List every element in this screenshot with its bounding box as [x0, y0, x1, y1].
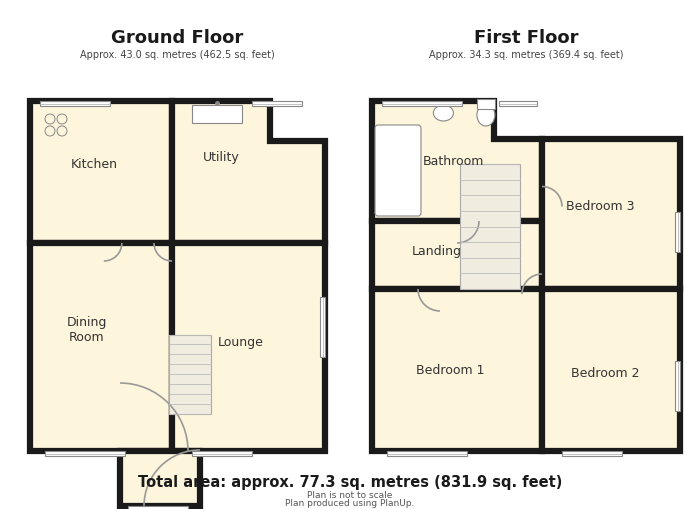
Bar [252, 101, 302, 106]
Ellipse shape [477, 104, 495, 126]
Bar [542, 289, 680, 451]
Polygon shape [172, 101, 325, 243]
Bar [675, 360, 680, 410]
Bar [172, 243, 325, 451]
Text: Bathroom: Bathroom [423, 155, 484, 167]
Bar [169, 334, 211, 413]
Text: Lounge: Lounge [218, 336, 264, 349]
Bar [30, 243, 172, 451]
Text: Ground Floor: Ground Floor [111, 29, 244, 47]
Bar [192, 451, 252, 456]
Bar [192, 105, 242, 123]
Text: Plan produced using PlanUp.: Plan produced using PlanUp. [286, 499, 414, 508]
Bar [382, 101, 462, 106]
Bar [562, 451, 622, 456]
Text: Landing: Landing [412, 245, 461, 258]
Text: Bedroom 1: Bedroom 1 [416, 363, 484, 377]
Bar [499, 101, 537, 106]
Text: Bedroom 2: Bedroom 2 [571, 367, 640, 380]
Polygon shape [372, 101, 542, 221]
Bar [675, 212, 680, 251]
Ellipse shape [433, 105, 454, 121]
Bar [40, 101, 110, 106]
Text: Approx. 34.3 sq. metres (369.4 sq. feet): Approx. 34.3 sq. metres (369.4 sq. feet) [428, 50, 623, 60]
Bar [128, 506, 188, 509]
FancyBboxPatch shape [375, 125, 421, 216]
Bar [461, 164, 520, 289]
Bar [45, 451, 125, 456]
Bar [372, 221, 542, 289]
Text: Utility: Utility [202, 151, 239, 164]
Text: Total area: approx. 77.3 sq. metres (831.9 sq. feet): Total area: approx. 77.3 sq. metres (831… [138, 475, 562, 491]
Bar [477, 99, 495, 109]
Text: Bedroom 3: Bedroom 3 [566, 200, 634, 213]
Text: Approx. 43.0 sq. metres (462.5 sq. feet): Approx. 43.0 sq. metres (462.5 sq. feet) [80, 50, 275, 60]
Bar [372, 289, 542, 451]
Text: Dining
Room: Dining Room [66, 317, 107, 345]
Bar [542, 139, 680, 289]
Bar [120, 451, 200, 506]
Text: First Floor: First Floor [474, 29, 578, 47]
Bar [30, 101, 172, 243]
Text: Kitchen: Kitchen [71, 158, 118, 172]
Text: Plan is not to scale: Plan is not to scale [307, 492, 393, 500]
Bar [320, 297, 325, 357]
Bar [387, 451, 467, 456]
